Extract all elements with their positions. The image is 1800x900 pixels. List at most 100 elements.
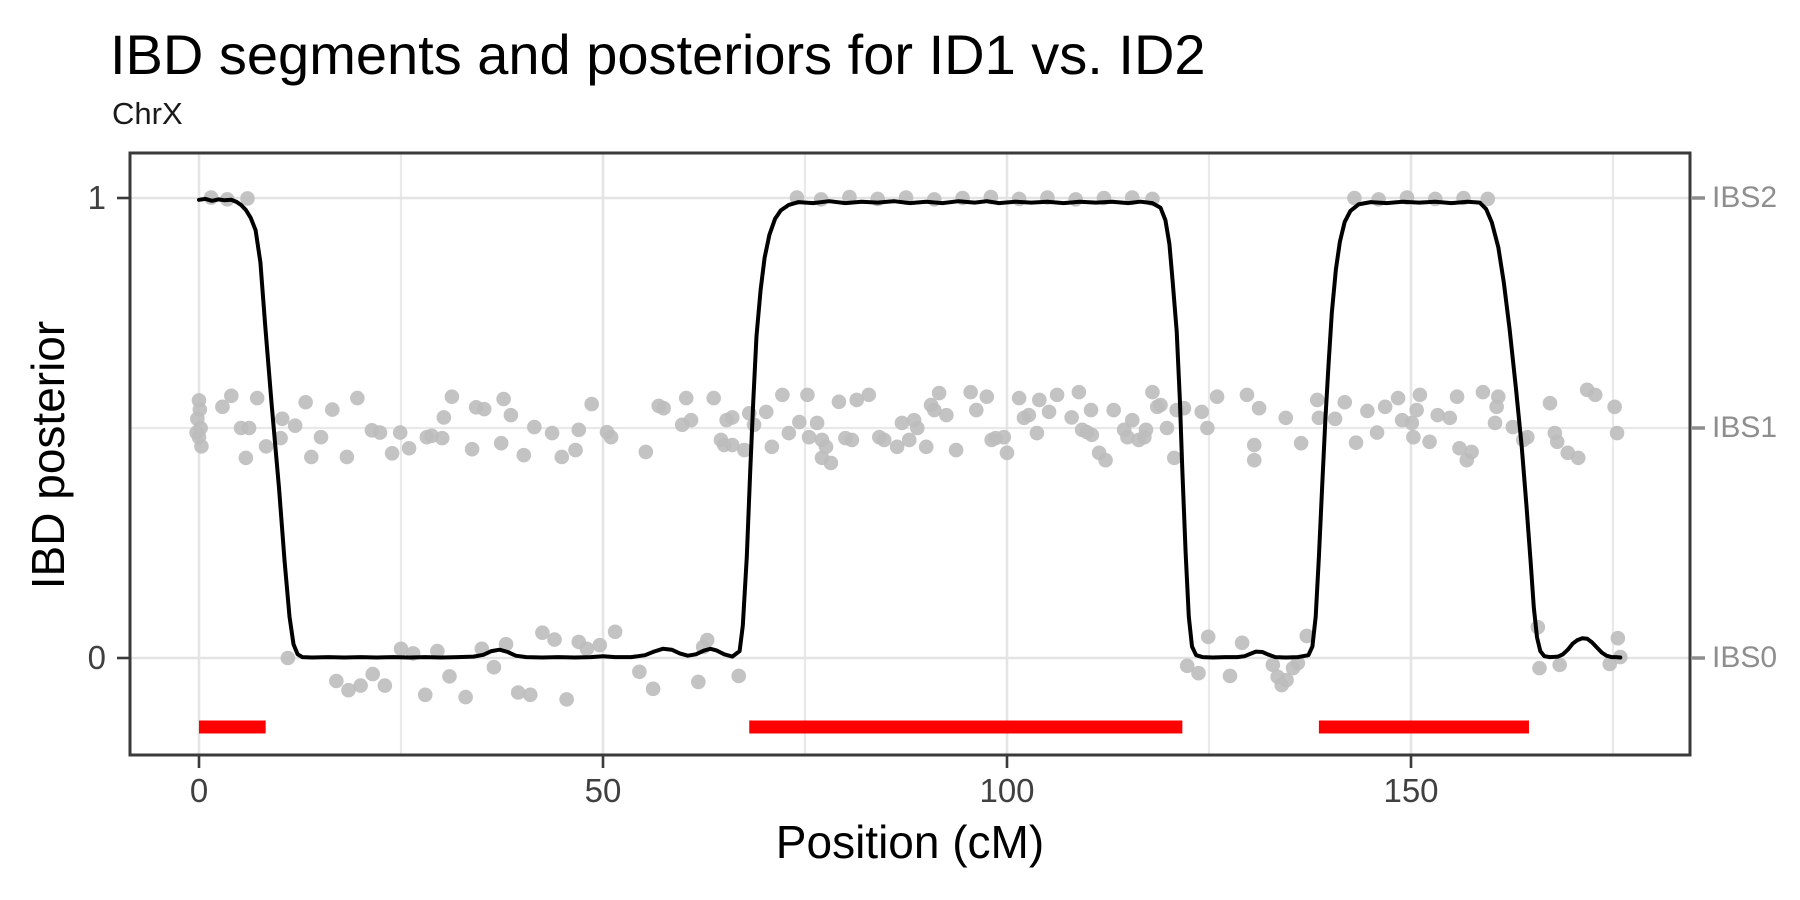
ibs1-point [313,429,329,445]
ibs1-point [1106,402,1121,418]
ibs0-point [1200,629,1216,645]
ibs2-point [1480,191,1496,207]
ibs1-point [1083,402,1099,418]
ibs1-point [1412,387,1428,403]
ibs1-point [1607,399,1622,415]
ibs1-point [1369,425,1385,440]
ibs1-point [1311,410,1327,426]
ibs1-point [844,432,860,448]
ibs1-point [372,425,388,440]
ibs1-point [1409,402,1424,418]
ibs1-point [1406,429,1421,445]
ibs1-point [384,446,400,461]
ibs1-point [678,390,694,406]
ibs1-point [801,429,817,445]
ibs0-point [498,636,514,652]
x-tick-label: 150 [1383,772,1439,809]
ibs1-point [238,450,254,466]
ibs0-point [341,682,356,698]
ibs1-point [1489,399,1504,415]
ibs1-point [304,449,319,465]
ibs1-point [1570,450,1586,466]
ibs1-point [775,387,790,403]
ibs1-point [823,455,839,471]
ibs1-point [1542,395,1558,411]
y-tick-label: 0 [87,639,106,676]
ibs0-point [691,674,706,690]
ibs1-point [1032,392,1047,408]
ibs1-point [764,439,780,455]
ibd-segment-bar [1318,720,1529,734]
ibs1-point [999,445,1015,461]
ibs0-point [417,687,433,703]
ibs1-point [258,439,274,454]
ibs1-point [496,391,511,407]
ibs1-point [818,439,834,455]
ibs1-point [1246,452,1262,468]
ibs1-point [1209,389,1225,405]
ibs1-point [1194,404,1210,420]
ibs0-point [1552,657,1567,673]
ibd-segment-bar [749,720,1183,734]
page-title: IBD segments and posteriors for ID1 vs. … [110,23,1206,86]
ibs1-point [1449,389,1465,405]
ibs1-point [1251,400,1267,416]
ibs1-point [800,387,815,403]
ibs0-point [353,678,368,693]
ibs1-point [876,432,892,448]
ibs1-point [603,429,619,445]
ibs1-point [1442,410,1458,426]
ibs0-point [329,673,344,689]
ibs1-point [792,414,807,430]
ibs1-point [1200,420,1215,436]
right-axis-label-ibs2: IBS2 [1712,181,1778,214]
ibs1-point [493,435,509,451]
ibs1-point [889,439,905,455]
ibs1-point [781,425,797,441]
ibs1-point [298,394,313,410]
ibs0-point [393,641,409,657]
ibs1-point [516,447,532,463]
ibs1-point [737,442,752,458]
ibs1-point [1390,390,1406,406]
x-axis-title: Position (cM) [775,816,1045,868]
ibs1-point [963,384,978,400]
ibs1-point [1360,403,1375,419]
ibs1-point [758,404,774,420]
x-tick-label: 50 [584,772,622,809]
ibs1-point [584,396,599,412]
ibs1-point [979,389,995,405]
ibs1-point [926,402,942,418]
ibs1-point [1084,427,1100,443]
ibs1-point [1145,384,1160,400]
ibs1-point [638,444,654,460]
ibs1-point [1377,399,1393,415]
ibs1-point [1138,422,1154,438]
x-tick-label: 0 [189,772,209,809]
ibs1-point [476,401,492,417]
ibs1-point [656,400,671,416]
ibs1-point [274,411,290,427]
ibs1-point [931,385,947,401]
y-tick-label: 1 [87,179,106,216]
ibs1-point [948,442,964,458]
ibs1-point [249,390,265,406]
ibs1-point [1430,407,1445,423]
ibs0-point [592,637,608,653]
ibs1-point [1029,425,1045,441]
ibs0-point [1222,668,1238,684]
ibs1-point [1098,452,1113,468]
ibs0-point [458,689,473,705]
ibs0-point [1234,635,1250,651]
ibs0-point [365,666,381,682]
ibs1-point [1337,394,1353,410]
ibs0-point [645,681,661,697]
ibs1-point [1487,415,1503,431]
ibd-segment-bar [199,720,266,734]
posterior-line [197,196,1623,660]
ibs1-point [831,394,847,410]
ibs1-point [1464,444,1479,460]
ibs1-point [849,392,865,408]
ibs0-point [280,650,296,666]
ibs1-point [968,402,984,418]
